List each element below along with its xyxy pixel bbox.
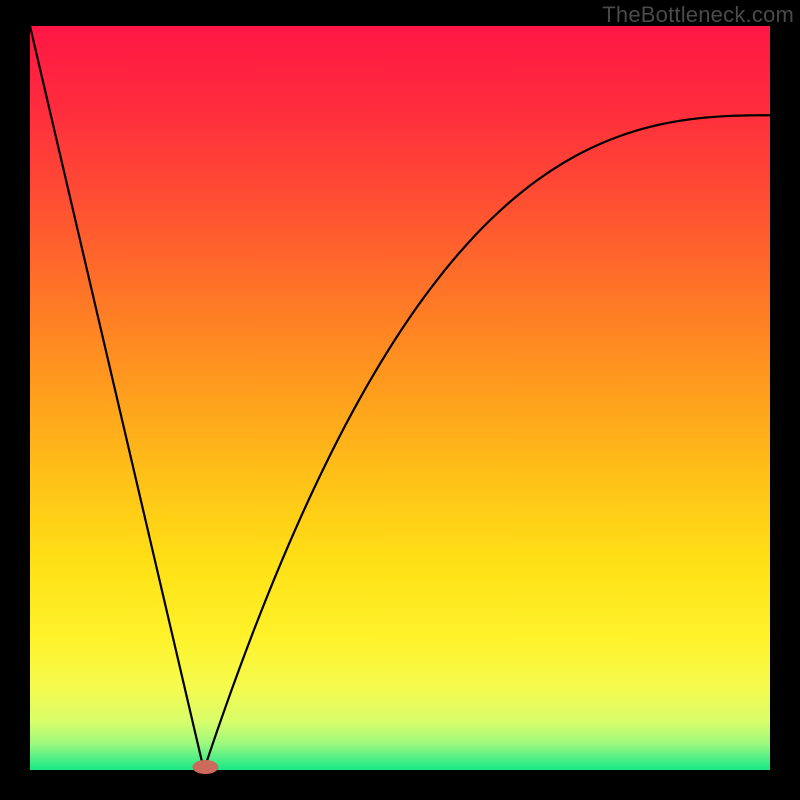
plot-background [30, 26, 770, 770]
optimal-point-marker [192, 760, 218, 774]
chart-svg [0, 0, 800, 800]
chart-root: TheBottleneck.com [0, 0, 800, 800]
